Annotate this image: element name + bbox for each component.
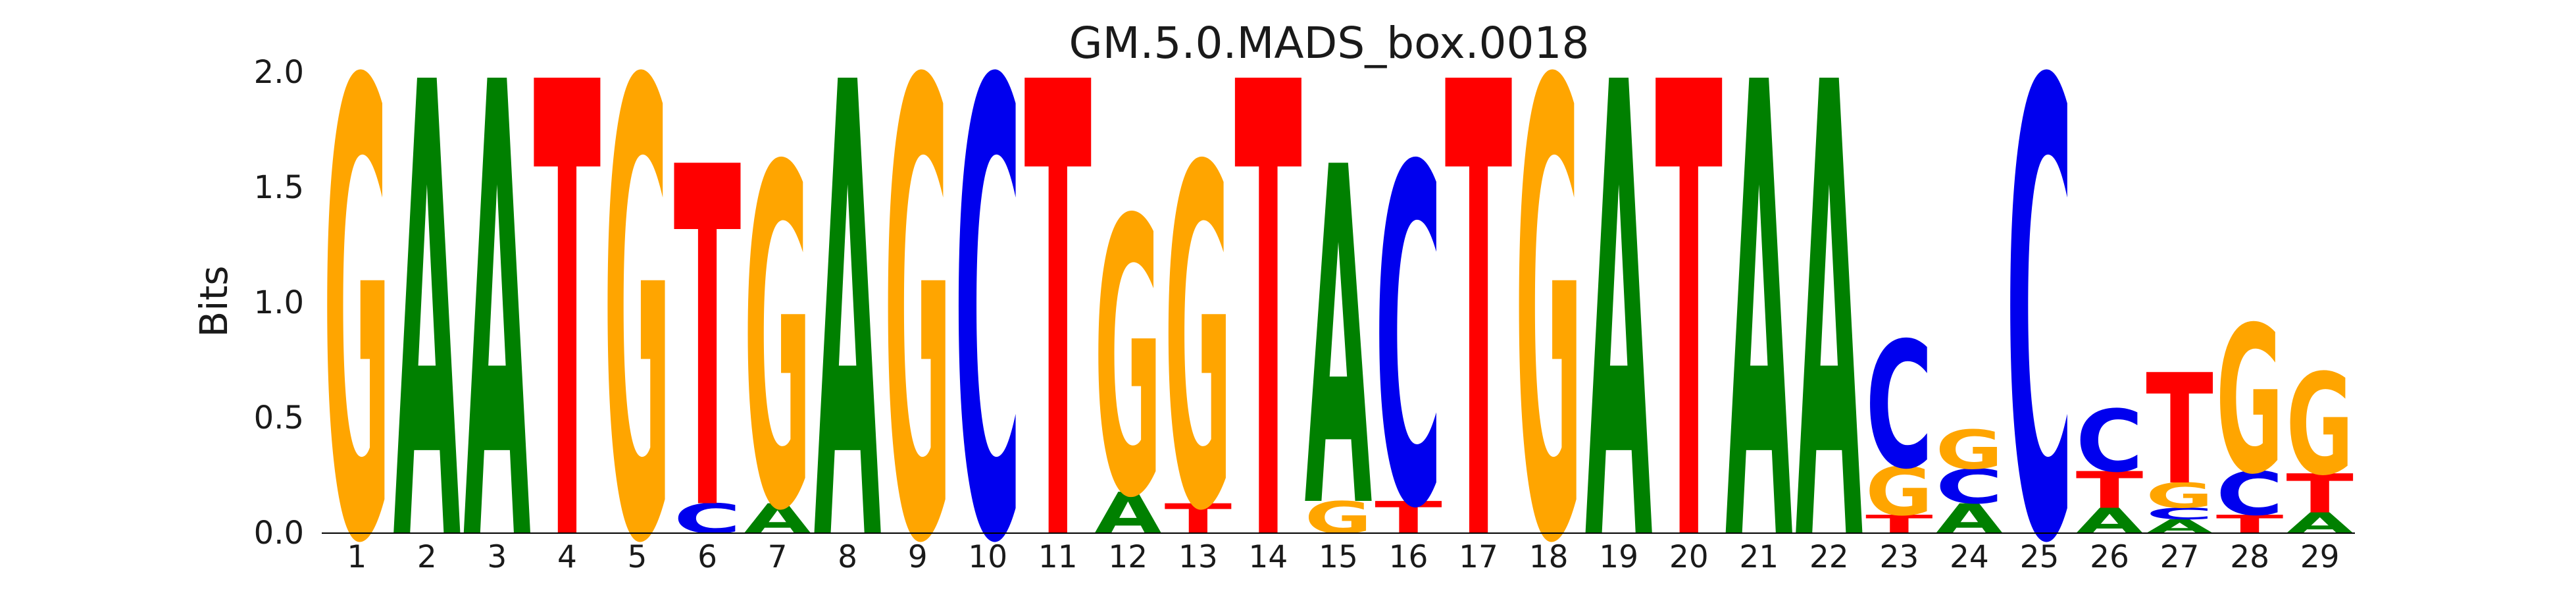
logo-letter-A-pos-15: A xyxy=(1305,70,1373,592)
logo-letter-A-pos-8: A xyxy=(814,0,882,592)
logo-letter-A-pos-24: A xyxy=(1936,495,2004,543)
x-tick-label: 1 xyxy=(347,539,366,575)
y-tick-label: 0.5 xyxy=(254,400,304,436)
y-tick-labels: 2.0 1.5 1.0 0.5 0.0 xyxy=(254,54,304,552)
logo-letter-A-pos-7: A xyxy=(744,495,811,543)
x-tick-label: 15 xyxy=(1319,539,1358,575)
logo-letter-C-pos-6: C xyxy=(674,495,742,543)
x-tick-label: 4 xyxy=(557,539,577,575)
logo-letter-G-pos-1: G xyxy=(323,0,391,592)
logo-letter-A-pos-22: A xyxy=(1796,0,1864,592)
logo-letter-C-pos-23: C xyxy=(1865,306,1933,508)
logo-letter-T-pos-27: T xyxy=(2146,342,2213,518)
logo-letter-C-pos-28: C xyxy=(2216,459,2284,529)
x-tick-label: 3 xyxy=(487,539,507,575)
logo-letter-G-pos-28: G xyxy=(2216,283,2284,519)
x-tick-label: 7 xyxy=(768,539,788,575)
logo-letter-A-pos-3: A xyxy=(463,0,532,592)
logo-letter-G-pos-7: G xyxy=(744,70,811,592)
logo-letter-C-pos-27: C xyxy=(2146,505,2213,523)
logo-letter-T-pos-6: T xyxy=(674,70,742,592)
x-tick-label: 19 xyxy=(1599,539,1638,575)
logo-letter-A-pos-26: A xyxy=(2076,501,2144,541)
logo-letter-T-pos-29: T xyxy=(2286,463,2354,526)
logo-letter-T-pos-20: T xyxy=(1655,0,1723,592)
y-tick-label: 1.0 xyxy=(254,284,304,321)
logo-letter-G-pos-9: G xyxy=(884,0,951,592)
x-tick-label: 11 xyxy=(1038,539,1078,575)
x-tick-label: 22 xyxy=(1809,539,1849,575)
x-tick-label: 27 xyxy=(2160,539,2200,575)
logo-letter-A-pos-29: A xyxy=(2286,507,2354,540)
logo-letter-G-pos-5: G xyxy=(603,0,671,592)
logo-letter-G-pos-24: G xyxy=(1936,419,2004,482)
logo-letter-A-pos-19: A xyxy=(1585,0,1654,592)
logo-letter-C-pos-10: C xyxy=(954,0,1022,592)
x-tick-label: 2 xyxy=(417,539,437,575)
logo-letter-T-pos-16: T xyxy=(1375,493,1442,544)
logo-letter-G-pos-18: G xyxy=(1515,0,1582,592)
logo-letter-G-pos-15: G xyxy=(1305,493,1373,544)
x-tick-label: 14 xyxy=(1249,539,1288,575)
logo-letter-G-pos-27: G xyxy=(2146,476,2213,516)
x-tick-label: 6 xyxy=(697,539,717,575)
logo-letter-C-pos-24: C xyxy=(1936,459,2004,515)
x-tick-label: 8 xyxy=(838,539,857,575)
logo-letter-T-pos-14: T xyxy=(1234,0,1302,592)
logo-letter-T-pos-17: T xyxy=(1445,0,1513,592)
logo-letter-A-pos-12: A xyxy=(1094,481,1162,548)
x-tick-label: 18 xyxy=(1529,539,1569,575)
logo-letter-A-pos-2: A xyxy=(393,0,462,592)
x-tick-label: 17 xyxy=(1459,539,1498,575)
chart-title: GM.5.0.MADS_box.0018 xyxy=(1069,18,1589,68)
x-tick-label: 23 xyxy=(1879,539,1919,575)
logo-letter-T-pos-26: T xyxy=(2076,461,2144,521)
logo-letter-C-pos-25: C xyxy=(2006,0,2073,592)
x-tick-label: 29 xyxy=(2300,539,2340,575)
y-axis-title: Bits xyxy=(191,266,236,338)
y-tick-label: 0.0 xyxy=(254,515,304,552)
logo-letter-T-pos-23: T xyxy=(1865,510,1933,540)
x-tick-label: 20 xyxy=(1669,539,1709,575)
x-tick-label: 12 xyxy=(1108,539,1148,575)
logo-letter-G-pos-29: G xyxy=(2286,344,2354,505)
x-tick-label: 25 xyxy=(2020,539,2059,575)
y-tick-label: 1.5 xyxy=(254,169,304,206)
x-tick-label: 9 xyxy=(908,539,928,575)
y-tick-label: 2.0 xyxy=(254,54,304,91)
x-tick-label: 21 xyxy=(1739,539,1779,575)
x-tick-label: 10 xyxy=(968,539,1007,575)
x-tick-label: 24 xyxy=(1950,539,1989,575)
logo-letter-G-pos-23: G xyxy=(1865,453,1933,530)
x-tick-labels: 1 2 3 4 5 6 7 8 9 10 11 12 13 14 15 16 17 18 19 20 21 22 23 24 2… xyxy=(347,539,2339,575)
x-tick-label: 13 xyxy=(1178,539,1218,575)
x-tick-label: 5 xyxy=(628,539,647,575)
logo-letter-T-pos-13: T xyxy=(1165,495,1232,543)
logo-letter-G-pos-12: G xyxy=(1094,142,1162,582)
logo-letter-A-pos-21: A xyxy=(1725,0,1794,592)
logo-letter-C-pos-16: C xyxy=(1375,70,1442,592)
x-tick-label: 26 xyxy=(2090,539,2129,575)
logo-letter-T-pos-28: T xyxy=(2216,510,2284,540)
x-tick-label: 16 xyxy=(1389,539,1428,575)
logo-letter-C-pos-26: C xyxy=(2076,393,2144,492)
logo-letter-A-pos-27: A xyxy=(2146,516,2213,538)
logo-letter-T-pos-4: T xyxy=(534,0,601,592)
logo-letter-G-pos-13: G xyxy=(1165,70,1232,592)
logo-letter-T-pos-11: T xyxy=(1024,0,1092,592)
x-tick-label: 28 xyxy=(2230,539,2269,575)
